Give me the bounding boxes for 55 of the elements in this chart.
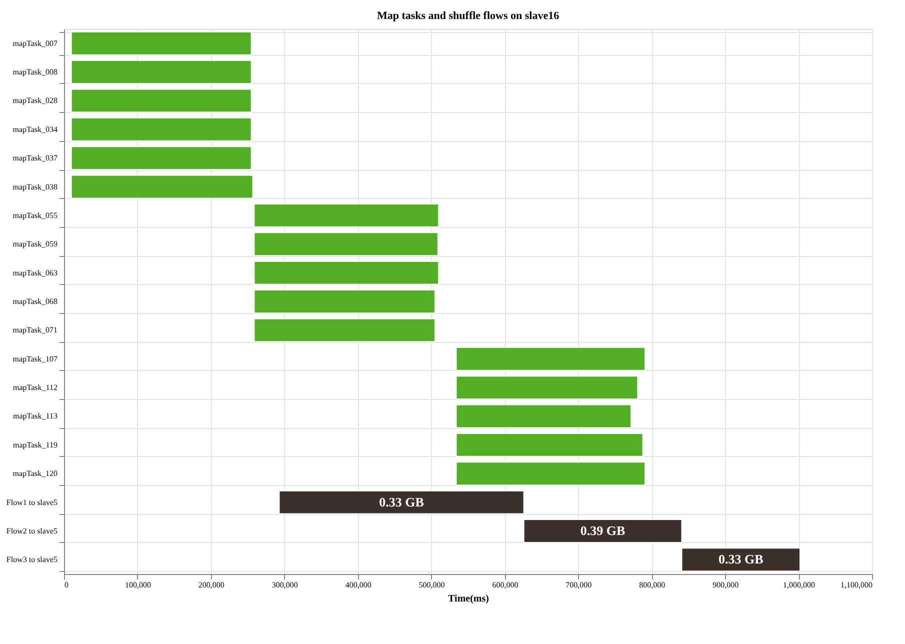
y-tick-label: mapTask_071 (12, 326, 58, 335)
y-tick-label: mapTask_112 (13, 383, 58, 392)
x-tick-label: 800,000 (639, 580, 666, 590)
x-tick-label: 400,000 (345, 580, 372, 590)
y-tick-label: mapTask_059 (12, 240, 58, 249)
bar (254, 318, 436, 342)
chart-title: Map tasks and shuffle flows on slave16 (376, 10, 560, 22)
y-tick-label: Flow3 to slave5 (6, 555, 58, 564)
bar (456, 404, 632, 428)
x-tick-label: 300,000 (272, 580, 298, 590)
annotation: 0.33 GB (718, 552, 764, 567)
y-tick-label: mapTask_008 (12, 68, 58, 77)
bar (254, 203, 440, 228)
y-tick-label: mapTask_119 (13, 440, 58, 450)
x-tick-label: 0 (64, 580, 68, 590)
bar (70, 117, 252, 142)
y-tick-label: mapTask_007 (12, 38, 58, 48)
x-tick-label: 1,000,000 (783, 580, 816, 590)
y-tick-label: Flow2 to slave5 (6, 526, 58, 536)
y-tick-label: mapTask_113 (13, 412, 58, 421)
y-tick-label: mapTask_068 (12, 297, 58, 306)
y-tick-label: mapTask_038 (12, 182, 58, 192)
y-tick-label: Flow1 to slave5 (6, 498, 58, 507)
y-tick-label: mapTask_107 (12, 354, 58, 364)
x-tick-label: 100,000 (124, 580, 151, 590)
x-tick-label: 500,000 (418, 580, 445, 590)
x-tick-label: 600,000 (492, 580, 518, 590)
bar (278, 490, 524, 514)
bar (70, 146, 252, 170)
y-tick-label: mapTask_028 (12, 96, 58, 106)
x-tick-label: 700,000 (566, 580, 592, 590)
bar (523, 519, 682, 543)
bar (456, 346, 646, 371)
y-tick-label: mapTask_120 (12, 469, 58, 478)
bar (681, 548, 801, 572)
bar (70, 60, 252, 84)
y-tick-label: mapTask_037 (12, 154, 58, 163)
bar (254, 260, 440, 285)
x-tick-label: 200,000 (198, 580, 224, 590)
bar (254, 290, 436, 314)
bar (70, 88, 252, 113)
y-tick-label: mapTask_063 (12, 268, 58, 278)
x-axis-title: Time(ms) (448, 594, 489, 604)
y-tick-label: mapTask_055 (12, 210, 58, 220)
x-tick-label: 1,100,000 (840, 580, 872, 590)
bar (70, 174, 254, 199)
bar (456, 432, 644, 457)
y-tick-label: mapTask_034 (12, 124, 58, 134)
bar (70, 31, 252, 56)
annotation: 0.33 GB (379, 494, 424, 510)
bar (456, 462, 646, 486)
bar (254, 232, 438, 256)
annotation: 0.39 GB (580, 522, 626, 538)
x-tick-label: 900,000 (712, 580, 739, 590)
bar (456, 376, 638, 400)
